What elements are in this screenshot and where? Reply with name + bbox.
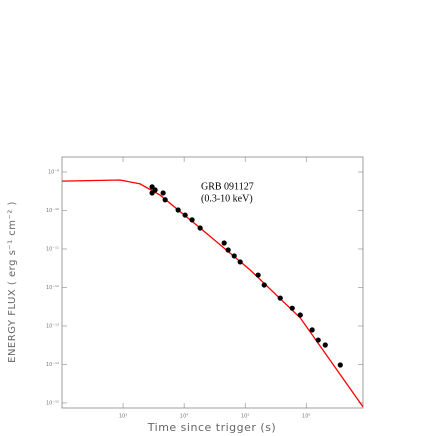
y-tick-label: 10⁻¹²: [46, 285, 59, 291]
data-point: [237, 259, 243, 265]
y-tick-label: 10⁻⁹: [48, 169, 59, 175]
data-point: [277, 295, 283, 301]
y-tick-label: 10⁻¹⁴: [46, 362, 59, 368]
x-tick-label: 10⁵: [241, 414, 249, 420]
x-tick-label: 10⁶: [302, 414, 310, 420]
annotation: (0.3-10 keV): [201, 193, 253, 204]
x-tick-label: 10³: [119, 414, 127, 420]
data-point: [315, 337, 321, 343]
data-point: [309, 327, 315, 333]
y-axis-label: ENERGY FLUX ( erg s⁻¹ cm⁻² ): [7, 201, 18, 363]
data-point: [221, 240, 227, 246]
data-point: [162, 197, 168, 203]
y-tick-label: 10⁻¹¹: [46, 246, 59, 252]
model-line: [62, 179, 363, 408]
plot-area: [62, 179, 363, 408]
data-point: [182, 212, 188, 218]
y-tick-label: 10⁻¹⁰: [46, 208, 59, 214]
data-point: [255, 272, 261, 278]
data-point: [189, 217, 195, 223]
data-point: [175, 207, 181, 213]
data-point: [225, 247, 231, 253]
data-point: [197, 225, 203, 231]
data-point: [297, 312, 303, 318]
data-point: [337, 362, 343, 368]
data-point: [261, 282, 267, 288]
data-point: [322, 342, 328, 348]
annotation: GRB 091127: [201, 181, 254, 192]
plot-frame: [61, 156, 364, 409]
x-axis-label: Time since trigger (s): [147, 421, 276, 434]
data-point: [289, 305, 295, 311]
x-tick-label: 10⁴: [180, 414, 188, 420]
y-tick-label: 10⁻¹⁵: [46, 400, 59, 406]
data-point: [231, 253, 237, 259]
data-point: [152, 187, 158, 193]
y-tick-label: 10⁻¹³: [46, 323, 59, 329]
data-point: [160, 190, 166, 196]
